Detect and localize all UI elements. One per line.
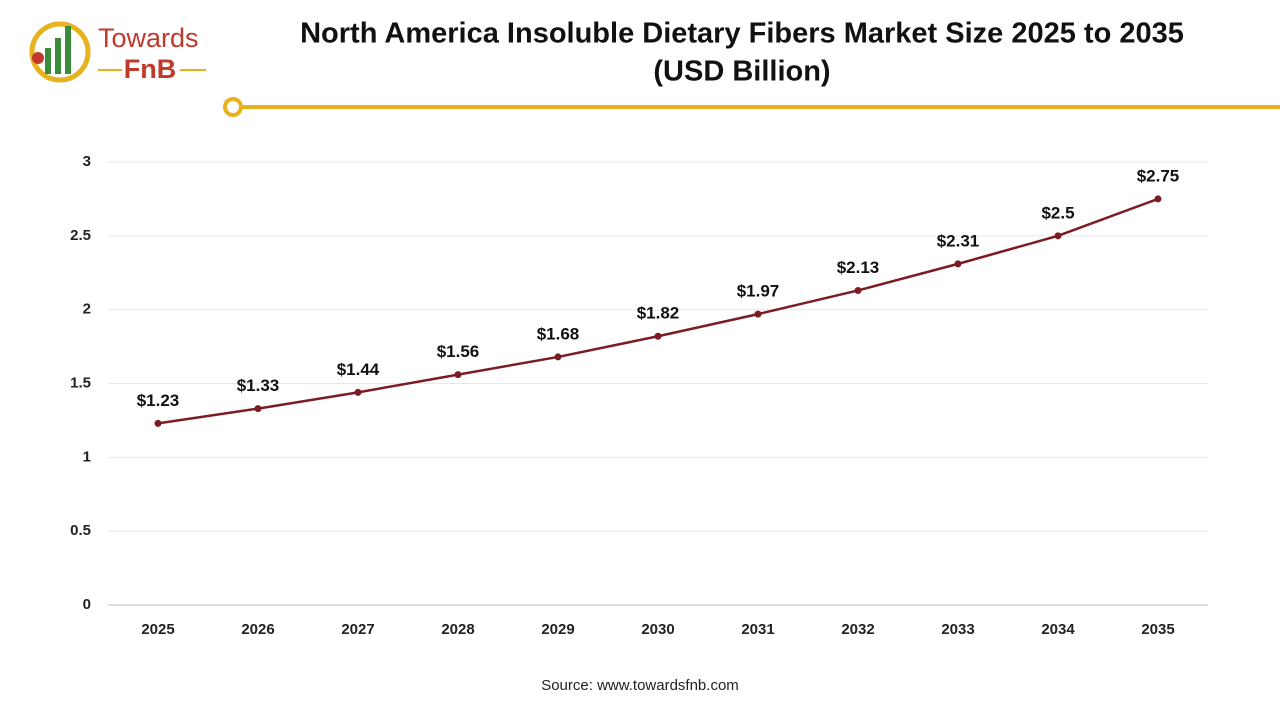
logo-ring <box>29 21 91 83</box>
y-tick-label: 1 <box>83 448 91 465</box>
x-tick-label: 2031 <box>741 621 774 638</box>
logo: Towards FnB <box>29 21 206 84</box>
logo-bar <box>45 48 51 74</box>
point <box>854 286 862 294</box>
data-label: $2.13 <box>837 258 880 277</box>
source: Source: www.towardsfnb.com <box>541 677 739 694</box>
logo-bar <box>65 26 71 74</box>
x-tick-label: 2029 <box>541 621 574 638</box>
x-tick-label: 2026 <box>241 621 274 638</box>
data-label: $2.5 <box>1041 203 1074 222</box>
point <box>254 405 262 413</box>
y-tick-label: 0 <box>83 596 91 613</box>
data-label: $1.23 <box>137 391 180 410</box>
chart-title: North America Insoluble Dietary Fibers M… <box>300 18 1184 50</box>
logo-bar <box>55 38 61 74</box>
x-tick-label: 2028 <box>441 621 474 638</box>
y-tick-label: 1.5 <box>70 374 91 391</box>
logo-text: FnB <box>124 54 176 84</box>
x-tick-label: 2033 <box>941 621 974 638</box>
x-tick-label: 2035 <box>1141 621 1174 638</box>
logo-dot <box>32 52 44 64</box>
point <box>1054 232 1062 240</box>
point <box>154 419 162 427</box>
data-label: $1.33 <box>237 376 280 395</box>
data-label: $2.75 <box>1137 166 1180 185</box>
x-tick-label: 2027 <box>341 621 374 638</box>
x-tick-label: 2030 <box>641 621 674 638</box>
y-tick-label: 2 <box>83 301 91 318</box>
point <box>1154 195 1162 203</box>
data-label: $1.44 <box>337 360 380 379</box>
data-label: $1.56 <box>437 342 480 361</box>
x-tick-label: 2032 <box>841 621 874 638</box>
data-label: $1.97 <box>737 282 780 301</box>
y-tick-label: 2.5 <box>70 227 91 244</box>
chart-title: (USD Billion) <box>653 56 830 88</box>
data-label: $1.82 <box>637 304 680 323</box>
point <box>954 260 962 268</box>
header-rule-dot <box>223 97 243 117</box>
y-tick-label: 3 <box>83 153 91 170</box>
logo-text: Towards <box>98 23 199 53</box>
point <box>354 388 362 396</box>
point <box>454 371 462 379</box>
y-tick-label: 0.5 <box>70 522 91 539</box>
x-tick-label: 2025 <box>141 621 174 638</box>
data-label: $2.31 <box>937 231 980 250</box>
point <box>554 353 562 361</box>
data-label: $1.68 <box>537 324 580 343</box>
x-tick-label: 2034 <box>1041 621 1075 638</box>
point <box>654 332 662 340</box>
point <box>754 310 762 318</box>
